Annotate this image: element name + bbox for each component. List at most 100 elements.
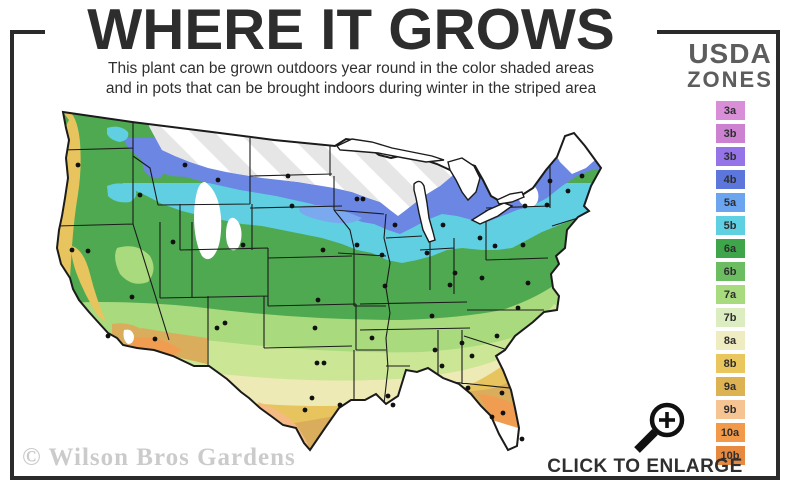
city-dot <box>459 340 465 346</box>
zone-swatch-6b: 6b <box>715 262 745 281</box>
city-dot <box>314 360 320 366</box>
city-dot <box>354 242 360 248</box>
zone-swatch-4b: 4b <box>715 170 745 189</box>
city-dot <box>469 353 475 359</box>
city-dot <box>337 402 343 408</box>
city-dot <box>432 347 438 353</box>
zone-cold-white-colorado <box>226 217 242 251</box>
zone-swatch-3b: 3b <box>715 124 745 143</box>
lake-michigan <box>413 180 436 243</box>
zone-cold-white-salton <box>123 329 134 344</box>
city-dot <box>69 247 75 253</box>
city-dot <box>452 270 458 276</box>
city-dot <box>492 243 498 249</box>
city-dot <box>320 247 326 253</box>
city-dot <box>520 242 526 248</box>
city-dot <box>354 196 360 202</box>
city-dot <box>547 178 553 184</box>
zone-patch-east-wa-cyan <box>107 126 129 142</box>
lake-ontario <box>496 191 525 205</box>
city-dot <box>447 282 453 288</box>
city-dot <box>385 393 391 399</box>
zone-patch-north-idaho-blue <box>140 153 165 179</box>
city-dot <box>515 305 521 311</box>
city-dots <box>69 162 585 442</box>
enlarge-label[interactable]: CLICK TO ENLARGE <box>547 456 743 477</box>
zone-swatch-9b: 9b <box>715 400 745 419</box>
city-dot <box>75 162 81 168</box>
legend-title-usda: USDA <box>688 38 772 69</box>
zone-patch-light-blue <box>299 204 362 224</box>
lake-erie <box>470 202 514 225</box>
zone-swatch-3b: 3b <box>715 147 745 166</box>
zone-swatch-5b: 5b <box>715 216 745 235</box>
lake-superior <box>335 138 445 163</box>
city-dot <box>312 325 318 331</box>
city-dot <box>499 390 505 396</box>
city-dot <box>285 173 291 179</box>
city-dot <box>382 283 388 289</box>
zone-patch-ca-valley-gold <box>71 246 106 322</box>
city-dot <box>500 410 506 416</box>
legend-title-zones: ZONES <box>687 67 773 92</box>
zone-patch-south-az-orange <box>124 337 182 356</box>
us-map-svg <box>55 110 603 452</box>
city-dot <box>494 333 500 339</box>
city-dot <box>170 239 176 245</box>
city-dot <box>321 360 327 366</box>
city-dot <box>315 297 321 303</box>
zone-swatch-10a: 10a <box>715 423 745 442</box>
city-dot <box>369 335 375 341</box>
city-dot <box>479 275 485 281</box>
city-dot <box>390 402 396 408</box>
city-dot <box>214 325 220 331</box>
zone-cold-white-rockies <box>194 182 222 260</box>
city-dot <box>439 363 445 369</box>
city-dot <box>392 222 398 228</box>
legend-zones: 3a 3b 3b 4b 5a 5b 6a 6b 7a 7b 8a 8b 9a 9b 10a 10b <box>672 101 788 469</box>
zone-patch-pnw-yellow-coast <box>57 112 81 278</box>
city-dot <box>137 192 143 198</box>
zone-patch-nevada-light-green <box>115 246 154 284</box>
city-dot <box>525 280 531 286</box>
city-dot <box>85 248 91 254</box>
lake-huron <box>447 157 481 202</box>
city-dot <box>424 250 430 256</box>
us-outline <box>55 110 603 452</box>
city-dot <box>465 385 471 391</box>
city-dot <box>544 202 550 208</box>
us-hardiness-map <box>12 98 652 473</box>
click-to-enlarge[interactable]: CLICK TO ENLARGE <box>540 400 750 482</box>
city-dot <box>522 203 528 209</box>
great-lakes <box>335 138 525 243</box>
city-dot <box>152 336 158 342</box>
zone-patch-east-oregon-cyan <box>107 183 137 203</box>
zone-swatch-3a: 3a <box>715 101 745 120</box>
city-dot <box>105 333 111 339</box>
city-dot <box>129 294 135 300</box>
zone-swatch-8b: 8b <box>715 354 745 373</box>
city-dot <box>182 162 188 168</box>
magnifier-zoom-icon[interactable] <box>629 400 701 456</box>
city-dot <box>440 222 446 228</box>
city-dot <box>360 196 366 202</box>
city-dot <box>489 414 495 420</box>
zone-swatch-7b: 7b <box>715 308 745 327</box>
usda-zones-legend: USDA ZONES 3a 3b 3b 4b 5a 5b 6a 6b 7a 7b 8a 8b 9a 9b 1… <box>672 40 788 469</box>
city-dot <box>302 407 308 413</box>
subtitle-line-2: and in pots that can be brought indoors … <box>105 80 597 97</box>
header: WHERE IT GROWS This plant can be grown o… <box>45 0 657 98</box>
city-dot <box>429 313 435 319</box>
zone-swatch-6a: 6a <box>715 239 745 258</box>
city-dot <box>222 320 228 326</box>
zone-swatch-5a: 5a <box>715 193 745 212</box>
city-dot <box>477 235 483 241</box>
zone-cold-white-florida-tip <box>492 420 518 450</box>
city-dot <box>240 242 246 248</box>
page-title: WHERE IT GROWS <box>87 0 615 62</box>
city-dot <box>289 203 295 209</box>
city-dot <box>565 188 571 194</box>
zone-swatch-7a: 7a <box>715 285 745 304</box>
watermark: © Wilson Bros Gardens <box>22 444 296 471</box>
city-dot <box>519 436 525 442</box>
